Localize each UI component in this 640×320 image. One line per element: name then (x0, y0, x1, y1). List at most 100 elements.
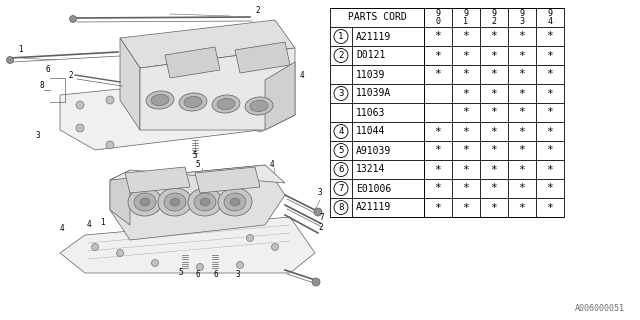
Text: *: * (547, 31, 554, 42)
Text: *: * (491, 69, 497, 79)
Circle shape (246, 235, 253, 242)
Circle shape (92, 244, 99, 251)
Text: 2: 2 (318, 223, 323, 232)
Text: 9
3: 9 3 (520, 9, 525, 26)
Ellipse shape (128, 188, 162, 216)
Text: E01006: E01006 (356, 183, 391, 194)
Text: A91039: A91039 (356, 146, 391, 156)
Text: 4: 4 (300, 71, 305, 80)
Polygon shape (110, 170, 130, 225)
Text: 2: 2 (255, 6, 260, 15)
Text: *: * (463, 69, 469, 79)
Text: 9
1: 9 1 (463, 9, 468, 26)
Text: 13214: 13214 (356, 164, 385, 174)
Text: *: * (518, 31, 525, 42)
Text: *: * (491, 51, 497, 60)
Text: 11044: 11044 (356, 126, 385, 137)
Text: 9
0: 9 0 (435, 9, 440, 26)
Polygon shape (60, 217, 315, 273)
Polygon shape (120, 38, 140, 130)
Ellipse shape (158, 188, 192, 216)
Text: D0121: D0121 (356, 51, 385, 60)
Text: *: * (491, 183, 497, 194)
Ellipse shape (164, 193, 186, 211)
Text: *: * (547, 51, 554, 60)
Text: 4: 4 (87, 220, 92, 229)
Text: *: * (518, 126, 525, 137)
Text: 6: 6 (339, 165, 344, 174)
Text: *: * (518, 69, 525, 79)
Ellipse shape (224, 193, 246, 211)
Text: 5: 5 (192, 151, 196, 160)
Text: *: * (518, 203, 525, 212)
Ellipse shape (184, 96, 202, 108)
Ellipse shape (230, 198, 240, 206)
Text: 1: 1 (18, 45, 22, 54)
Text: 9
2: 9 2 (492, 9, 497, 26)
Circle shape (6, 57, 13, 63)
Text: *: * (518, 146, 525, 156)
Text: 4: 4 (339, 127, 344, 136)
Ellipse shape (134, 193, 156, 211)
Polygon shape (60, 75, 295, 150)
Polygon shape (125, 167, 190, 193)
Polygon shape (165, 47, 220, 78)
Text: *: * (518, 164, 525, 174)
Text: A21119: A21119 (356, 31, 391, 42)
Ellipse shape (250, 100, 268, 112)
Text: *: * (435, 183, 442, 194)
Text: 11039: 11039 (356, 69, 385, 79)
Text: A21119: A21119 (356, 203, 391, 212)
Polygon shape (235, 42, 290, 73)
Text: *: * (463, 108, 469, 117)
Circle shape (196, 263, 204, 270)
Ellipse shape (170, 198, 180, 206)
Text: *: * (547, 203, 554, 212)
Text: 2: 2 (339, 51, 344, 60)
Circle shape (116, 250, 124, 257)
Text: *: * (435, 51, 442, 60)
Text: 7: 7 (320, 213, 324, 222)
Text: *: * (463, 51, 469, 60)
Ellipse shape (245, 97, 273, 115)
Text: 4: 4 (270, 160, 275, 169)
Text: 3: 3 (35, 131, 40, 140)
Ellipse shape (179, 93, 207, 111)
Polygon shape (195, 167, 260, 193)
Text: *: * (435, 164, 442, 174)
Polygon shape (110, 165, 285, 240)
Ellipse shape (212, 95, 240, 113)
Text: 5: 5 (339, 146, 344, 155)
Text: *: * (547, 183, 554, 194)
Ellipse shape (146, 91, 174, 109)
Polygon shape (140, 48, 295, 130)
Text: *: * (463, 164, 469, 174)
Text: 6: 6 (213, 270, 218, 279)
Text: 11039A: 11039A (356, 89, 391, 99)
Text: 6: 6 (195, 270, 200, 279)
Text: *: * (491, 203, 497, 212)
Circle shape (152, 260, 159, 267)
Circle shape (70, 15, 77, 22)
Text: *: * (547, 164, 554, 174)
Text: 1: 1 (100, 218, 104, 227)
Text: *: * (463, 31, 469, 42)
Circle shape (314, 208, 322, 216)
Text: *: * (435, 69, 442, 79)
Ellipse shape (188, 188, 222, 216)
Text: 7: 7 (339, 184, 344, 193)
Text: *: * (435, 203, 442, 212)
Text: *: * (547, 69, 554, 79)
Text: 1: 1 (339, 32, 344, 41)
Text: *: * (518, 51, 525, 60)
Polygon shape (265, 62, 295, 130)
Text: *: * (463, 126, 469, 137)
Ellipse shape (194, 193, 216, 211)
Text: 5: 5 (195, 160, 200, 169)
Text: *: * (547, 89, 554, 99)
Circle shape (256, 78, 264, 86)
Text: *: * (435, 146, 442, 156)
Circle shape (106, 96, 114, 104)
Text: *: * (463, 183, 469, 194)
Text: *: * (518, 108, 525, 117)
